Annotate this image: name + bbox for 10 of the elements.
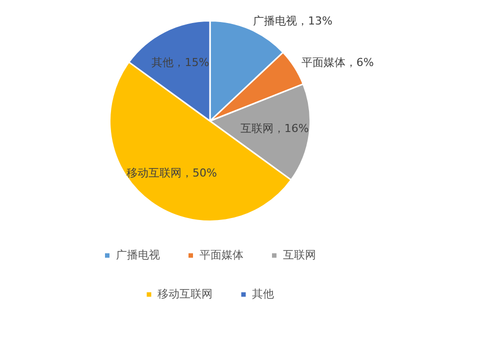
data-label: 平面媒体，6%	[301, 56, 374, 69]
data-label: 其他，15%	[152, 56, 210, 69]
legend-label: 互联网	[282, 248, 316, 262]
legend-label: 移动互联网	[158, 287, 212, 300]
legend-label: 平面媒体	[199, 248, 244, 262]
data-label: 广播电视，13%	[252, 14, 332, 28]
legend-label: 其他	[252, 287, 274, 300]
data-label: 互联网，16%	[240, 122, 309, 136]
legend-label: 广播电视	[116, 248, 160, 262]
data-label: 移动互联网，50%	[126, 166, 217, 180]
